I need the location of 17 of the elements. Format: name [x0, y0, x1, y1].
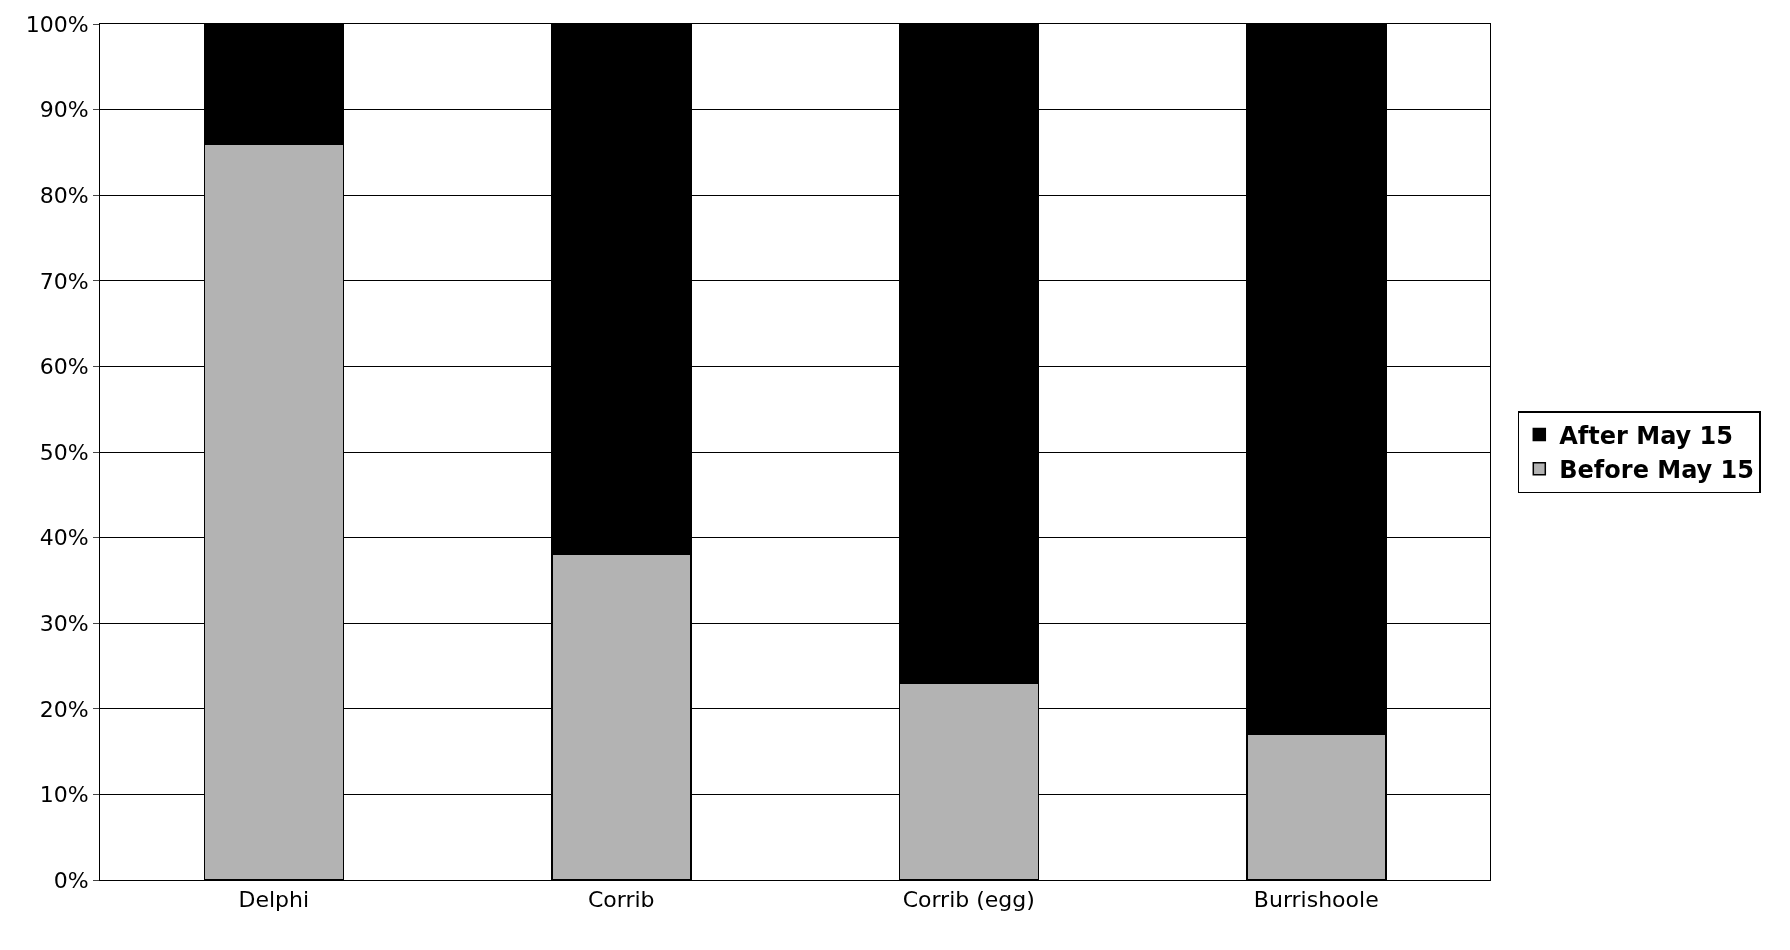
y-tick-label: 70%	[39, 268, 89, 294]
y-tick-label: 60%	[39, 354, 89, 380]
y-tick-label: 20%	[39, 696, 89, 722]
x-tick-label: Corrib	[587, 887, 655, 913]
x-tick-label: Burrishoole	[1253, 887, 1379, 913]
x-tick-label: Corrib (egg)	[902, 887, 1035, 913]
y-tick-label: 30%	[39, 610, 89, 636]
legend-label: After May 15	[1559, 421, 1733, 450]
y-tick-label: 10%	[39, 782, 89, 808]
y-tick-label: 0%	[53, 867, 89, 893]
y-tick-label: 100%	[25, 11, 89, 37]
y-tick-label: 50%	[39, 439, 89, 465]
y-tick-label: 80%	[39, 182, 89, 208]
legend-label: Before May 15	[1559, 456, 1755, 485]
x-tick-label: Delphi	[238, 887, 310, 913]
y-tick-label: 40%	[39, 525, 89, 551]
y-tick-label: 90%	[39, 97, 89, 123]
